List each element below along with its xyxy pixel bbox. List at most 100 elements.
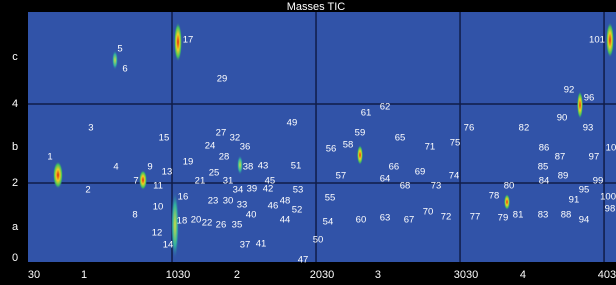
peak-label: 7 [133, 176, 138, 187]
peak-label: 74 [449, 170, 460, 181]
y-tick-label: 4 [12, 98, 18, 110]
peak-label: 75 [450, 138, 461, 149]
peak-label: 12 [152, 228, 163, 239]
peak-label: 46 [268, 200, 279, 211]
peak-label: 32 [230, 133, 241, 144]
peak-label: 96 [584, 93, 595, 104]
peak-label: 15 [159, 133, 170, 144]
x-tick-label: 1030 [166, 269, 190, 281]
peak-label: 58 [343, 140, 354, 151]
peak-label: 34 [233, 185, 244, 196]
peak-label: 79 [498, 213, 509, 224]
peak-label: 94 [579, 215, 590, 226]
peak-label: 49 [287, 117, 298, 128]
peak-label: 30 [223, 196, 234, 207]
peak-label: 13 [162, 166, 173, 177]
peak-blob [174, 22, 182, 62]
peak-label: 69 [415, 166, 426, 177]
peak-label: 83 [538, 210, 549, 221]
peak-label: 16 [178, 191, 189, 202]
peak-label: 81 [513, 210, 524, 221]
peak-blob [606, 22, 614, 58]
peak-label: 101 [589, 35, 605, 46]
peak-label: 36 [240, 142, 251, 153]
peak-label: 73 [431, 181, 442, 192]
peak-label: 80 [504, 181, 515, 192]
peak-label: 28 [219, 151, 230, 162]
peak-label: 60 [356, 215, 367, 226]
peak-label: 82 [519, 123, 530, 134]
chart-title: Masses TIC [287, 1, 346, 13]
peak-label: 89 [558, 170, 569, 181]
chromatogram: Masses TIC 30110302203033030440300a2b4c1… [0, 0, 616, 285]
peak-label: 90 [557, 112, 568, 123]
peak-label: 99 [593, 176, 604, 187]
peak-label: 62 [380, 102, 391, 113]
peak-label: 27 [216, 127, 227, 138]
peak-label: 6 [122, 63, 127, 74]
peak-blob [504, 194, 510, 210]
peak-label: 50 [313, 234, 324, 245]
peak-label: 68 [400, 181, 411, 192]
peak-label: 21 [195, 176, 206, 187]
peak-label: 86 [539, 142, 550, 153]
peak-label: 41 [256, 238, 267, 249]
peak-label: 55 [325, 193, 336, 204]
peak-label: 95 [579, 185, 590, 196]
x-tick-label: 3 [375, 269, 381, 281]
peak-label: 59 [355, 127, 366, 138]
peak-label: 2 [85, 185, 90, 196]
peak-label: 35 [232, 219, 243, 230]
peak-label: 92 [564, 85, 575, 96]
y-tick-label: 2 [12, 177, 18, 189]
peak-label: 70 [423, 206, 434, 217]
peak-label: 57 [336, 170, 347, 181]
x-tick-label: 2030 [310, 269, 334, 281]
peak-label: 54 [323, 217, 334, 228]
peak-label: 56 [326, 144, 337, 155]
peak-label: 17 [183, 35, 194, 46]
peak-blob [139, 170, 147, 190]
y-tick-label: 0 [12, 252, 18, 264]
peak-label: 20 [191, 215, 202, 226]
peak-label: 53 [293, 185, 304, 196]
peak-label: 37 [240, 240, 251, 251]
peak-label: 25 [209, 168, 220, 179]
peak-label: 22 [202, 217, 213, 228]
peak-label: 8 [132, 210, 137, 221]
peak-blob [577, 91, 583, 119]
peak-label: 76 [464, 123, 475, 134]
peak-label: 72 [441, 211, 452, 222]
peak-label: 100 [600, 191, 616, 202]
peak-label: 19 [183, 157, 194, 168]
x-tick-label: 30 [28, 269, 40, 281]
peak-label: 1 [47, 151, 52, 162]
y-tick-label: a [12, 221, 19, 233]
peak-label: 39 [247, 183, 258, 194]
peak-label: 65 [395, 133, 406, 144]
peak-label: 51 [291, 161, 302, 172]
peak-label: 84 [539, 176, 550, 187]
peak-label: 14 [163, 240, 174, 251]
peak-label: 48 [280, 196, 291, 207]
x-tick-label: 3030 [454, 269, 478, 281]
peak-label: 87 [555, 151, 566, 162]
peak-blob [357, 145, 363, 165]
peak-label: 10 [606, 142, 616, 153]
peak-label: 71 [425, 142, 436, 153]
peak-label: 11 [153, 181, 163, 192]
peak-label: 85 [538, 161, 549, 172]
peak-label: 9 [147, 161, 152, 172]
peak-label: 4 [113, 161, 118, 172]
x-tick-label: 2 [234, 269, 240, 281]
x-tick-label: 4 [520, 269, 526, 281]
peak-label: 98 [605, 204, 616, 215]
peak-label: 44 [280, 215, 291, 226]
peak-label: 52 [292, 204, 303, 215]
peak-label: 24 [205, 140, 216, 151]
peak-label: 77 [470, 211, 481, 222]
peak-label: 38 [243, 161, 254, 172]
y-tick-label: b [12, 141, 18, 153]
peak-label: 66 [389, 161, 400, 172]
